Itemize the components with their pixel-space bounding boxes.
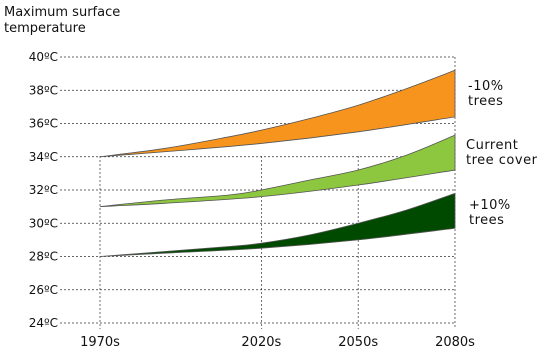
legend-label-line: trees xyxy=(469,213,505,228)
legend-label-line: +10% xyxy=(469,198,511,213)
legend-label-current-tree-cover: Current tree cover xyxy=(466,138,537,168)
y-tick-label: 28ºC xyxy=(29,250,58,264)
y-tick-label: 30ºC xyxy=(29,216,58,230)
legend-label-plus-10-trees: +10% trees xyxy=(469,198,511,228)
y-axis-title: Maximum surface temperature xyxy=(4,5,120,37)
y-tick-label: 38ºC xyxy=(29,83,58,97)
legend-label-line: Current xyxy=(466,138,519,153)
y-tick-label: 24ºC xyxy=(29,316,58,330)
legend-label-line: -10% xyxy=(468,79,504,94)
x-tick-label: 2020s xyxy=(241,335,281,350)
x-tick-label: 2080s xyxy=(435,335,475,350)
legend-label-line: tree cover xyxy=(466,153,538,168)
y-tick-label: 34ºC xyxy=(29,150,58,164)
y-tick-label: 40ºC xyxy=(29,50,58,64)
legend-label-minus-10-trees: -10% trees xyxy=(468,79,504,109)
x-tick-label: 2050s xyxy=(338,335,378,350)
y-tick-label: 36ºC xyxy=(29,117,58,131)
y-axis-title-line-2: temperature xyxy=(4,21,86,36)
y-tick-label: 26ºC xyxy=(29,283,58,297)
band-current-tree-cover xyxy=(99,134,456,208)
band-plus-10-trees xyxy=(99,192,456,257)
band-minus-10-trees xyxy=(99,69,456,158)
legend-label-line: trees xyxy=(468,94,504,109)
y-axis-title-line-1: Maximum surface xyxy=(4,5,121,20)
y-tick-label: 32ºC xyxy=(29,183,58,197)
x-tick-label: 1970s xyxy=(80,335,120,350)
